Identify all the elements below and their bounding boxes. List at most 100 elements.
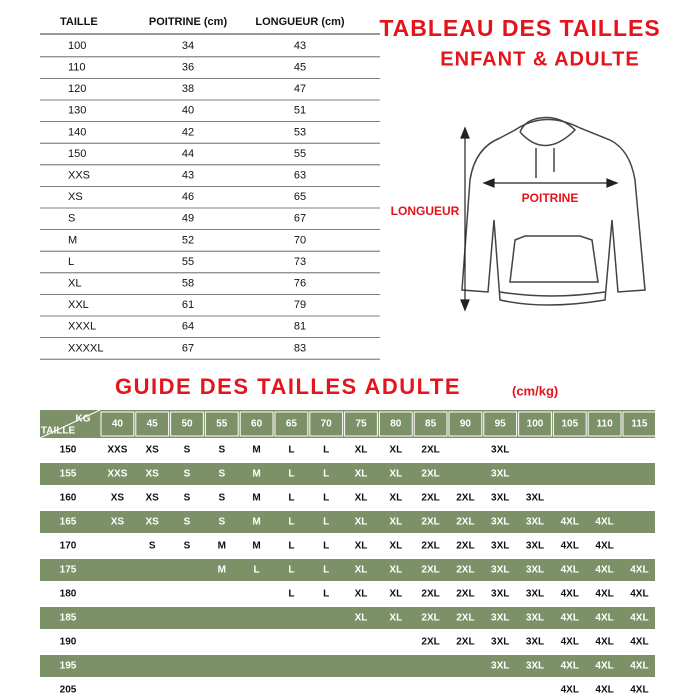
size-cell: M <box>218 565 226 576</box>
size-cell: 2XL <box>421 589 439 600</box>
length-label: LONGUEUR <box>391 204 460 218</box>
size-cell: M <box>252 493 260 504</box>
size-cell: 3XL <box>526 589 544 600</box>
size-cell: 2XL <box>421 445 439 456</box>
size-cell: 4XL <box>595 541 613 552</box>
weight-header: 90 <box>460 419 472 430</box>
main-title: TABLEAU DES TAILLES <box>379 15 660 41</box>
size-cell: L <box>323 493 329 504</box>
table-cell: XS <box>68 191 83 203</box>
weight-header: 110 <box>597 419 614 430</box>
size-cell: 3XL <box>526 541 544 552</box>
size-cell: XL <box>355 445 368 456</box>
size-cell: M <box>252 541 260 552</box>
size-cell: XS <box>146 493 160 504</box>
size-cell: M <box>252 517 260 528</box>
table-cell: 38 <box>182 83 194 95</box>
table-cell: 53 <box>294 126 306 138</box>
height-label: 180 <box>60 589 77 600</box>
size-cell: 3XL <box>491 613 509 624</box>
height-label: 150 <box>60 445 77 456</box>
table-cell: 67 <box>294 213 306 225</box>
corner-height: TAILLE <box>41 426 76 437</box>
row-band <box>40 559 655 581</box>
size-cell: S <box>184 445 191 456</box>
size-cell: 4XL <box>561 517 579 528</box>
weight-cell-border <box>518 411 552 437</box>
weight-header: 115 <box>631 419 648 430</box>
size-cell: 2XL <box>421 541 439 552</box>
table-cell: 64 <box>182 321 194 333</box>
size-cell: XL <box>389 541 402 552</box>
size-cell: 3XL <box>491 541 509 552</box>
row-band <box>40 607 655 629</box>
weight-cell-border <box>378 411 413 437</box>
row-band <box>40 511 655 533</box>
size-cell: L <box>288 517 294 528</box>
header-band <box>40 410 655 438</box>
size-cell: 4XL <box>595 613 613 624</box>
size-cell: S <box>184 517 191 528</box>
weight-header: 75 <box>355 419 367 430</box>
table-cell: 40 <box>182 105 194 117</box>
weight-cell-border <box>622 411 657 437</box>
hoodie-illustration <box>461 116 646 306</box>
size-cell: 2XL <box>456 541 474 552</box>
size-cell: 2XL <box>456 637 474 648</box>
size-cell: 4XL <box>561 661 579 672</box>
size-cell: 4XL <box>561 685 579 696</box>
size-cell: XL <box>355 613 368 624</box>
size-cell: 4XL <box>595 565 613 576</box>
size-cell: 2XL <box>421 493 439 504</box>
size-cell: S <box>218 469 225 480</box>
measure-arrows <box>460 126 619 312</box>
weight-header: 100 <box>527 419 544 430</box>
size-cell: XS <box>146 469 160 480</box>
weight-cell-border <box>170 411 204 437</box>
height-label: 185 <box>60 613 77 624</box>
size-cell: 3XL <box>526 565 544 576</box>
size-cell: 3XL <box>526 517 544 528</box>
size-cell: XL <box>355 493 368 504</box>
table-cell: 83 <box>294 342 306 354</box>
weight-header: 65 <box>286 419 298 430</box>
size-cell: XXS <box>107 469 127 480</box>
size-cell: 3XL <box>526 637 544 648</box>
table-cell: 120 <box>68 83 86 95</box>
size-cell: 2XL <box>456 613 474 624</box>
size-cell: 2XL <box>421 469 439 480</box>
size-cell: 4XL <box>630 565 648 576</box>
weight-cell-border <box>274 411 309 437</box>
size-cell: 2XL <box>421 565 439 576</box>
size-cell: L <box>323 565 329 576</box>
weight-cell-border <box>587 411 622 437</box>
weight-cell-border <box>135 411 170 437</box>
table-cell: 34 <box>182 40 194 52</box>
weight-header: 50 <box>181 419 193 430</box>
size-cell: XL <box>389 517 402 528</box>
size-cell: L <box>288 541 294 552</box>
size-cell: S <box>184 493 191 504</box>
size-cell: XS <box>146 517 160 528</box>
height-label: 170 <box>60 541 77 552</box>
table-cell: M <box>68 234 77 246</box>
height-label: 155 <box>60 469 77 480</box>
table-cell: 81 <box>294 321 306 333</box>
size-cell: L <box>323 517 329 528</box>
table-cell: XXXL <box>68 321 96 333</box>
weight-cell-border <box>413 411 448 437</box>
main-subtitle: ENFANT & ADULTE <box>440 48 639 70</box>
table-cell: XL <box>68 278 81 290</box>
size-cell: 3XL <box>491 493 509 504</box>
size-cell: S <box>218 493 225 504</box>
table-cell: 65 <box>294 191 306 203</box>
table-cell: 79 <box>294 299 306 311</box>
size-cell: 2XL <box>421 517 439 528</box>
size-cell: 4XL <box>561 565 579 576</box>
size-cell: 4XL <box>595 517 613 528</box>
size-cell: 4XL <box>561 637 579 648</box>
height-label: 205 <box>60 685 77 696</box>
size-cell: 4XL <box>630 589 648 600</box>
size-cell: XL <box>355 469 368 480</box>
height-label: 160 <box>60 493 77 504</box>
